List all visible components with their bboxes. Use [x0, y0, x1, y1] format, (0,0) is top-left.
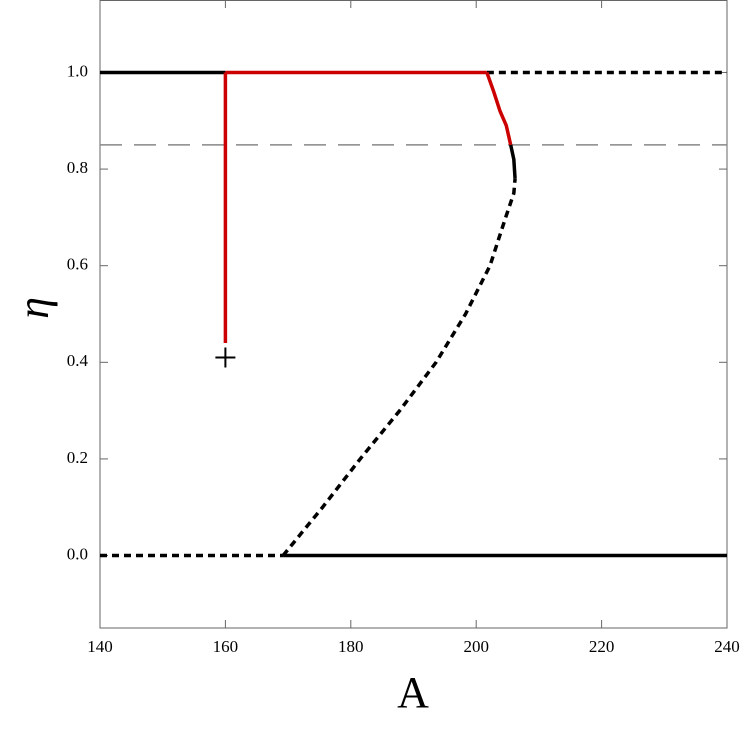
- line-series: [508, 144, 517, 179]
- x-tick-label: 140: [87, 637, 113, 656]
- plot-frame: [99, 0, 728, 629]
- y-tick-label: 0.4: [67, 351, 89, 370]
- y-axis-label: η: [9, 297, 58, 319]
- x-tick-label: 160: [213, 637, 239, 656]
- y-tick-label: 0.0: [67, 544, 88, 563]
- x-axis-label: A: [397, 668, 429, 717]
- marker: [215, 347, 236, 368]
- x-tick-label: 200: [463, 637, 489, 656]
- x-tick-label: 220: [589, 637, 615, 656]
- y-tick-label: 1.0: [67, 61, 88, 80]
- y-tick-label: 0.2: [67, 448, 88, 467]
- line-series: [485, 71, 513, 146]
- x-tick-label: 240: [714, 637, 740, 656]
- line-series: [281, 178, 517, 557]
- y-tick-label: 0.6: [67, 255, 88, 274]
- x-tick-label: 180: [338, 637, 364, 656]
- y-tick-label: 0.8: [67, 158, 88, 177]
